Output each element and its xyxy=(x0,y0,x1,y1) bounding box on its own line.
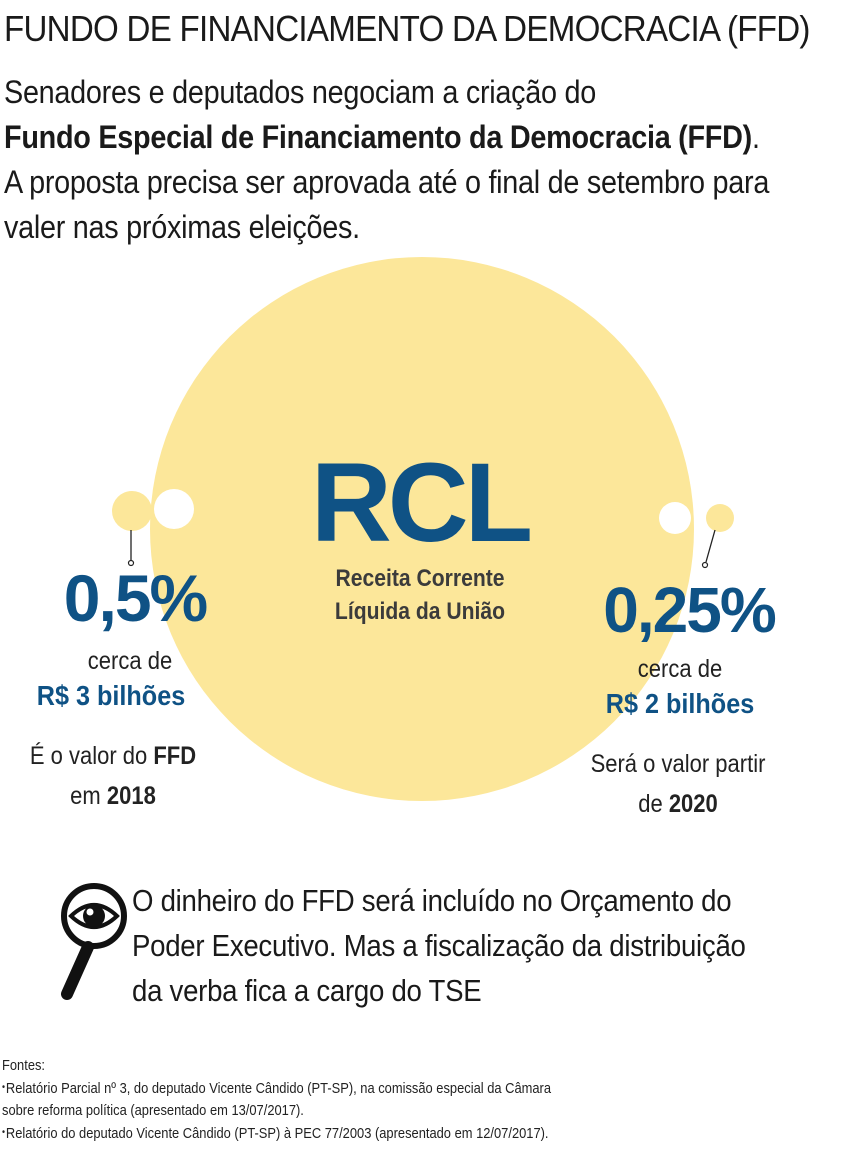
intro-line-1: Senadores e deputados negociam a criação… xyxy=(4,74,597,110)
left-note: É o valor do FFD em 2018 xyxy=(14,736,213,816)
left-note-line2-prefix: em xyxy=(70,782,107,810)
right-note-line-1: Será o valor partir xyxy=(590,750,766,778)
left-smaller-circle xyxy=(154,489,194,529)
rcl-abbreviation: RCL xyxy=(310,440,533,565)
fisc-line-2: Poder Executivo. Mas a fiscalização da d… xyxy=(132,928,746,963)
source-1-line-1: Relatório Parcial nº 3, do deputado Vice… xyxy=(5,1080,552,1097)
intro-line-3: A proposta precisa ser aprovada até o fi… xyxy=(4,164,770,200)
right-small-circle xyxy=(706,504,734,532)
left-percent: 0,5% xyxy=(63,561,208,635)
sources-label: Fontes: xyxy=(2,1057,46,1074)
left-approx-label: cerca de xyxy=(87,647,173,675)
sources: Fontes: •Relatório Parcial nº 3, do depu… xyxy=(2,1055,621,1145)
rcl-name-line-2: Líquida da União xyxy=(334,598,506,625)
left-note-year: 2018 xyxy=(106,782,156,810)
source-2: Relatório do deputado Vicente Cândido (P… xyxy=(5,1125,549,1142)
source-item-2: •Relatório do deputado Vicente Cândido (… xyxy=(2,1125,549,1142)
rcl-full-name: Receita Corrente Líquida da União xyxy=(270,562,569,628)
left-note-ffd: FFD xyxy=(153,742,197,770)
fisc-line-3: da verba fica a cargo do TSE xyxy=(132,973,482,1008)
right-note-year: 2020 xyxy=(668,790,718,818)
page-title: FUNDO DE FINANCIAMENTO DA DEMOCRACIA (FF… xyxy=(4,8,810,49)
left-amount: R$ 3 bilhões xyxy=(36,680,186,711)
right-leader-line xyxy=(701,529,716,569)
magnifier-eye-icon xyxy=(61,883,127,1000)
left-note-prefix: É o valor do xyxy=(29,742,154,770)
fisc-line-1: O dinheiro do FFD será incluído no Orçam… xyxy=(132,883,732,918)
rcl-name-line-1: Receita Corrente xyxy=(335,565,505,592)
right-percent: 0,25% xyxy=(603,574,776,646)
right-note-line2-prefix: de xyxy=(638,790,669,818)
left-small-circle xyxy=(112,491,152,531)
source-1-line-2: sobre reforma política (apresentado em 1… xyxy=(2,1102,304,1119)
source-item-1: •Relatório Parcial nº 3, do deputado Vic… xyxy=(2,1080,552,1097)
fund-name: Fundo Especial de Financiamento da Democ… xyxy=(4,119,752,155)
right-approx-label: cerca de xyxy=(637,655,723,683)
intro-line-2-end: . xyxy=(751,119,760,155)
intro-line-4: valer nas próximas eleições. xyxy=(4,209,360,245)
intro-text: Senadores e deputados negociam a criação… xyxy=(4,70,814,250)
fiscalization-text: O dinheiro do FFD será incluído no Orçam… xyxy=(132,878,826,1013)
left-leader-line xyxy=(127,530,135,567)
rcl-circle xyxy=(150,257,694,801)
right-note: Será o valor partir de 2020 xyxy=(574,744,782,824)
right-amount: R$ 2 bilhões xyxy=(605,688,755,719)
right-smaller-circle xyxy=(659,502,691,534)
